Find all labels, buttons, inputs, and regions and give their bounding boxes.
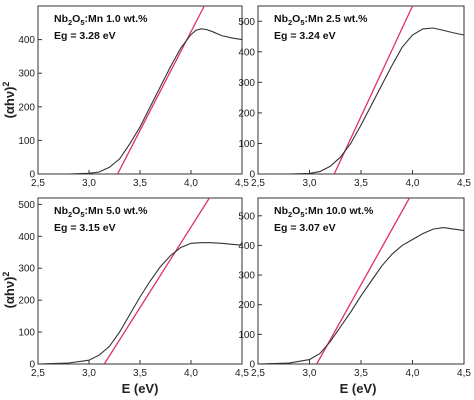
y-tick-label: 300 <box>18 264 35 275</box>
y-axis-title-top: (αhν)2 <box>1 82 17 119</box>
sample-label: Nb2O5:Mn 2.5 wt.% <box>274 13 368 27</box>
y-tick-label: 500 <box>18 200 35 211</box>
eg-label: Eg = 3.15 eV <box>54 222 116 234</box>
panel-3: 2,5 3,0 3,5 4,0 4,5 0 100 200 300 400 500 Nb2O5:Mn … <box>18 197 249 379</box>
y-tick-label: 400 <box>18 232 35 243</box>
x-tick-label: 2,5 <box>251 178 265 189</box>
y-tick-label: 100 <box>18 328 35 339</box>
y-tick-label: 0 <box>249 170 255 181</box>
x-axis-title-right: E (eV) <box>340 381 377 396</box>
y-tick-label: 500 <box>238 211 255 222</box>
x-tick-label: 3,5 <box>354 178 368 189</box>
y-tick-label: 0 <box>29 170 35 181</box>
x-tick-label: 3,0 <box>303 178 317 189</box>
x-tick-label: 2,5 <box>251 368 265 379</box>
x-tick-label: 2,5 <box>31 368 45 379</box>
y-tick-label: 100 <box>238 330 255 341</box>
x-tick-label: 4,0 <box>406 368 420 379</box>
x-tick-label: 4,5 <box>235 368 249 379</box>
absorption-curve <box>38 28 242 174</box>
absorption-curve <box>38 242 242 364</box>
tangent-line <box>116 6 205 174</box>
x-tick-label: 4,0 <box>406 178 420 189</box>
x-tick-label: 4,0 <box>184 368 198 379</box>
y-tick-label: 400 <box>238 241 255 252</box>
y-tick-label: 200 <box>18 102 35 113</box>
x-tick-label: 3,5 <box>133 368 147 379</box>
sample-label: Nb2O5:Mn 10.0 wt.% <box>274 205 374 219</box>
y-tick-label: 200 <box>238 108 255 119</box>
absorption-curve <box>258 27 464 174</box>
x-tick-label: 4,5 <box>235 178 249 189</box>
x-tick-label: 3,5 <box>354 368 368 379</box>
x-axis-title-left: E (eV) <box>122 381 159 396</box>
tangent-line <box>333 6 414 174</box>
y-tick-label: 200 <box>18 296 35 307</box>
y-tick-label: 0 <box>29 360 35 371</box>
eg-label: Eg = 3.24 eV <box>274 30 336 42</box>
y-tick-label: 300 <box>238 271 255 282</box>
y-tick-label: 200 <box>238 300 255 311</box>
tangent-line <box>103 198 210 364</box>
x-tick-label: 4,0 <box>184 178 198 189</box>
x-tick-label: 3,5 <box>133 178 147 189</box>
x-tick-label: 3,0 <box>82 178 96 189</box>
eg-label: Eg = 3.07 eV <box>274 222 336 234</box>
y-tick-label: 100 <box>238 139 255 150</box>
y-axis-title-bottom: (αhν)2 <box>1 272 17 309</box>
x-tick-label: 2,5 <box>31 178 45 189</box>
x-tick-label: 4,5 <box>457 178 471 189</box>
y-tick-label: 500 <box>238 17 255 28</box>
x-tick-label: 3,0 <box>303 368 317 379</box>
y-tick-label: 300 <box>18 69 35 80</box>
absorption-curve <box>258 227 464 364</box>
sample-label: Nb2O5:Mn 5.0 wt.% <box>54 205 148 219</box>
eg-label: Eg = 3.28 eV <box>54 30 116 42</box>
y-tick-label: 0 <box>249 360 255 371</box>
y-tick-label: 100 <box>18 136 35 147</box>
sample-label: Nb2O5:Mn 1.0 wt.% <box>54 13 148 27</box>
x-tick-label: 3,0 <box>82 368 96 379</box>
panel-1: 2,5 3,0 3,5 4,0 4,5 0 100 200 300 400 Nb2O5:Mn 1.0… <box>18 5 249 189</box>
x-tick-label: 4,5 <box>457 368 471 379</box>
y-tick-label: 400 <box>18 35 35 46</box>
y-tick-label: 300 <box>238 78 255 89</box>
tangent-line <box>316 198 410 364</box>
y-tick-label: 400 <box>238 47 255 58</box>
